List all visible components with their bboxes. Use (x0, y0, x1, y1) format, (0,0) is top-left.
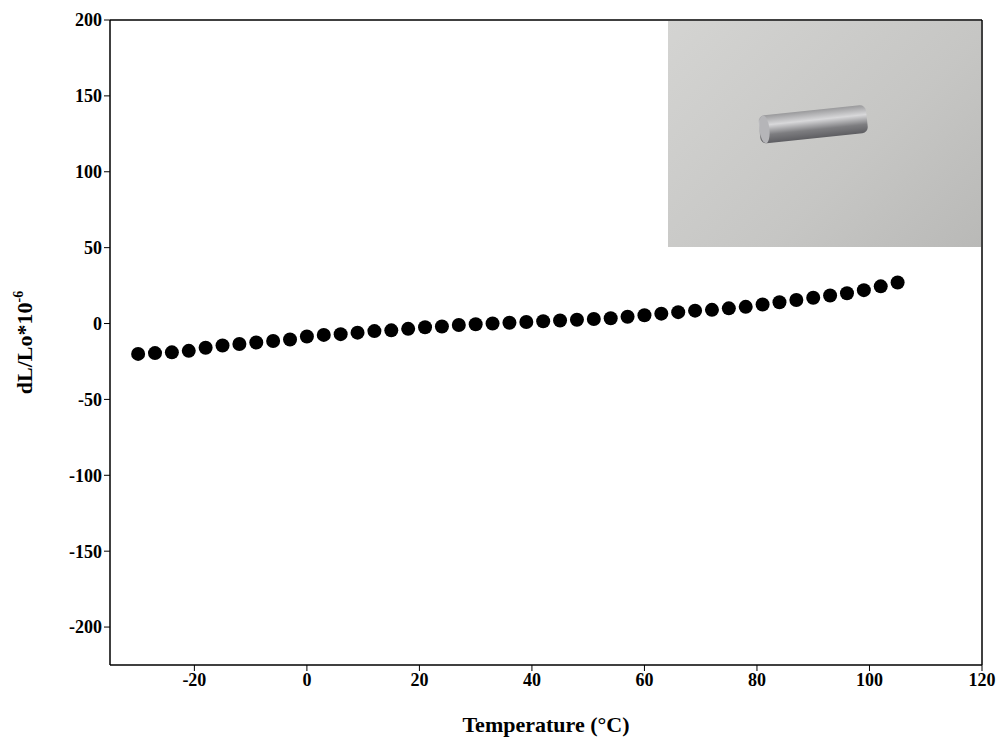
svg-text:200: 200 (75, 10, 102, 30)
svg-text:-100: -100 (69, 466, 102, 486)
svg-text:60: 60 (635, 670, 653, 690)
svg-text:20: 20 (410, 670, 428, 690)
svg-text:50: 50 (84, 238, 102, 258)
svg-text:120: 120 (969, 670, 996, 690)
svg-text:80: 80 (748, 670, 766, 690)
svg-text:-50: -50 (78, 390, 102, 410)
svg-text:-150: -150 (69, 542, 102, 562)
svg-text:dL/Lo*10-6: dL/Lo*10-6 (11, 291, 37, 394)
svg-text:Temperature (°C): Temperature (°C) (462, 712, 629, 737)
svg-text:100: 100 (75, 162, 102, 182)
svg-text:0: 0 (302, 670, 311, 690)
svg-text:-20: -20 (182, 670, 206, 690)
svg-text:150: 150 (75, 86, 102, 106)
svg-text:-200: -200 (69, 617, 102, 637)
svg-text:40: 40 (523, 670, 541, 690)
svg-text:0: 0 (93, 314, 102, 334)
svg-text:100: 100 (856, 670, 883, 690)
